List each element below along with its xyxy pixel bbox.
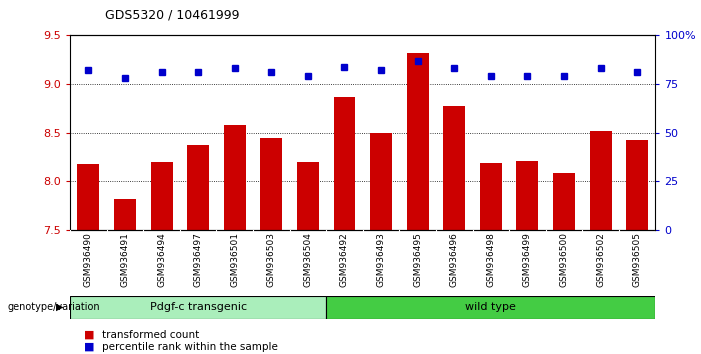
Bar xyxy=(224,125,246,230)
Bar xyxy=(297,162,319,230)
Text: GSM936500: GSM936500 xyxy=(559,232,569,287)
Bar xyxy=(187,145,209,230)
Text: GSM936493: GSM936493 xyxy=(376,232,386,287)
Text: GSM936496: GSM936496 xyxy=(450,232,458,287)
Text: ■: ■ xyxy=(84,330,95,339)
Bar xyxy=(77,164,100,230)
Text: GSM936498: GSM936498 xyxy=(486,232,496,287)
Text: Pdgf-c transgenic: Pdgf-c transgenic xyxy=(149,302,247,312)
Bar xyxy=(590,131,611,230)
Bar xyxy=(326,296,655,319)
Bar xyxy=(114,199,136,230)
Bar xyxy=(151,162,172,230)
Text: GSM936497: GSM936497 xyxy=(193,232,203,287)
Text: GSM936499: GSM936499 xyxy=(523,232,532,287)
Bar xyxy=(553,173,575,230)
Text: transformed count: transformed count xyxy=(102,330,199,339)
Bar xyxy=(443,107,465,230)
Bar xyxy=(407,53,428,230)
Text: GSM936501: GSM936501 xyxy=(230,232,239,287)
Text: GDS5320 / 10461999: GDS5320 / 10461999 xyxy=(105,8,240,21)
Bar xyxy=(370,133,392,230)
Text: GSM936494: GSM936494 xyxy=(157,232,166,287)
Text: GSM936491: GSM936491 xyxy=(121,232,130,287)
Bar xyxy=(70,296,326,319)
Text: GSM936495: GSM936495 xyxy=(413,232,422,287)
Bar xyxy=(517,161,538,230)
Text: GSM936490: GSM936490 xyxy=(84,232,93,287)
Text: GSM936492: GSM936492 xyxy=(340,232,349,287)
Text: GSM936504: GSM936504 xyxy=(304,232,313,287)
Text: ■: ■ xyxy=(84,342,95,352)
Bar xyxy=(260,138,283,230)
Text: percentile rank within the sample: percentile rank within the sample xyxy=(102,342,278,352)
Bar xyxy=(626,139,648,230)
Text: GSM936503: GSM936503 xyxy=(267,232,275,287)
Bar xyxy=(479,163,502,230)
Bar xyxy=(334,97,355,230)
Text: ▶: ▶ xyxy=(55,302,63,312)
Text: genotype/variation: genotype/variation xyxy=(7,302,100,312)
Text: GSM936505: GSM936505 xyxy=(632,232,641,287)
Text: GSM936502: GSM936502 xyxy=(596,232,605,287)
Text: wild type: wild type xyxy=(465,302,516,312)
